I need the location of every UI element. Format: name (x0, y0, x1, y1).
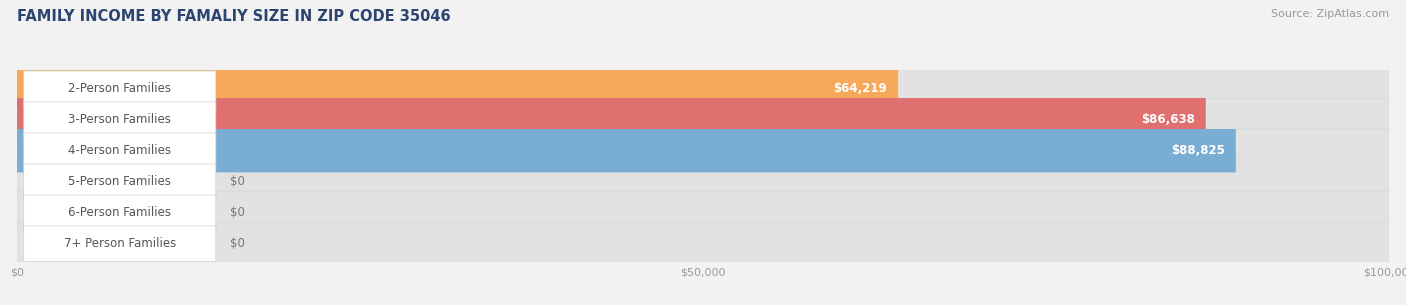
Text: $64,219: $64,219 (834, 82, 887, 95)
FancyBboxPatch shape (17, 129, 1389, 172)
FancyBboxPatch shape (24, 195, 217, 231)
FancyBboxPatch shape (24, 102, 217, 138)
Text: 2-Person Families: 2-Person Families (69, 82, 172, 95)
FancyBboxPatch shape (17, 98, 1389, 142)
Text: 6-Person Families: 6-Person Families (69, 206, 172, 219)
FancyBboxPatch shape (17, 67, 1389, 110)
Text: $88,825: $88,825 (1171, 144, 1225, 157)
Text: 3-Person Families: 3-Person Families (69, 113, 172, 126)
Text: $0: $0 (229, 237, 245, 250)
Text: $86,638: $86,638 (1140, 113, 1195, 126)
Text: $0: $0 (229, 175, 245, 188)
Text: 5-Person Families: 5-Person Families (69, 175, 172, 188)
FancyBboxPatch shape (24, 164, 217, 199)
FancyBboxPatch shape (24, 226, 217, 261)
FancyBboxPatch shape (17, 160, 1389, 203)
Text: $0: $0 (229, 206, 245, 219)
Text: FAMILY INCOME BY FAMALIY SIZE IN ZIP CODE 35046: FAMILY INCOME BY FAMALIY SIZE IN ZIP COD… (17, 9, 450, 24)
Text: Source: ZipAtlas.com: Source: ZipAtlas.com (1271, 9, 1389, 19)
Text: 7+ Person Families: 7+ Person Families (63, 237, 176, 250)
FancyBboxPatch shape (17, 222, 1389, 265)
FancyBboxPatch shape (17, 98, 1206, 142)
FancyBboxPatch shape (17, 67, 898, 110)
FancyBboxPatch shape (17, 129, 1236, 172)
FancyBboxPatch shape (24, 71, 217, 106)
FancyBboxPatch shape (24, 133, 217, 169)
FancyBboxPatch shape (17, 191, 1389, 235)
Text: 4-Person Families: 4-Person Families (69, 144, 172, 157)
